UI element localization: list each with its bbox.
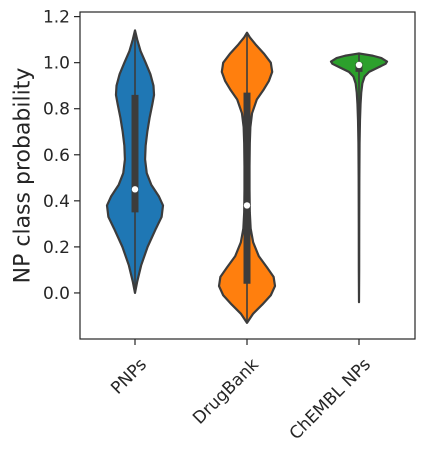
- violin-median-0: [132, 186, 138, 192]
- violin-0: [107, 30, 163, 293]
- x-tick-label-2: ChEMBL NPs: [286, 355, 375, 444]
- x-axis: PNPs DrugBank ChEMBL NPs: [107, 339, 375, 444]
- x-tick-label-1: DrugBank: [189, 355, 263, 429]
- y-axis-label: NP class probability: [11, 68, 36, 284]
- y-tick-label-4: 0.8: [43, 100, 70, 120]
- violin-median-2: [356, 62, 362, 68]
- y-tick-label-6: 1.2: [43, 8, 70, 28]
- y-tick-label-5: 1.0: [43, 54, 70, 74]
- y-tick-label-2: 0.4: [43, 192, 70, 212]
- violin-2: [331, 53, 387, 302]
- violin-median-1: [244, 202, 250, 208]
- y-tick-label-3: 0.6: [43, 146, 70, 166]
- y-axis: 0.0 0.2 0.4 0.6 0.8 1.0 1.2: [43, 8, 80, 304]
- violin-1: [219, 33, 275, 323]
- y-tick-label-0: 0.0: [43, 284, 70, 304]
- violins-layer: [107, 30, 387, 322]
- x-tick-label-0: PNPs: [107, 355, 151, 399]
- y-tick-label-1: 0.2: [43, 238, 70, 258]
